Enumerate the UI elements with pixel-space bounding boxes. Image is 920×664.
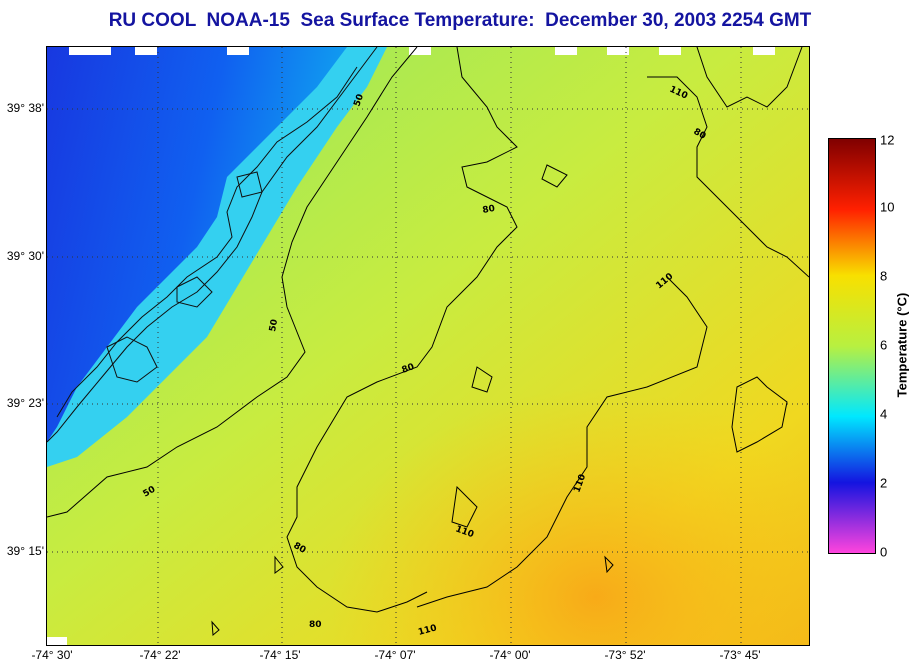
contour-label-50b: 50 <box>268 318 280 332</box>
temperature-colorbar <box>828 138 876 554</box>
sst-map-svg: 50 50 50 80 80 80 80 80 110 110 110 110 … <box>47 47 809 645</box>
lon-label-74-22: -74° 22' <box>139 648 181 662</box>
lat-label-39-38: 39° 38' <box>6 101 44 115</box>
sst-map[interactable]: 50 50 50 80 80 80 80 80 110 110 110 110 … <box>46 46 810 646</box>
colorbar-tick-12: 12 <box>880 132 895 148</box>
lon-label-74-07: -74° 07' <box>374 648 416 662</box>
colorbar-tick-6: 6 <box>880 337 888 353</box>
contour-label-110e: 110 <box>417 623 438 638</box>
lon-label-74-00: -74° 00' <box>489 648 531 662</box>
cold-land-region <box>47 47 347 442</box>
lat-label-39-23: 39° 23' <box>6 396 44 410</box>
missing-data-markers <box>47 47 775 645</box>
colorbar-tick-4: 4 <box>880 406 888 422</box>
lon-label-74-30: -74° 30' <box>31 648 73 662</box>
map-title: RU COOL NOAA-15 Sea Surface Temperature:… <box>108 10 812 31</box>
colorbar-tick-10: 10 <box>880 199 895 215</box>
marsh-islands <box>106 171 263 383</box>
colorbar-title: Temperature (°C) <box>894 292 910 398</box>
contour-label-80d: 80 <box>309 620 322 630</box>
graticule <box>47 47 809 645</box>
barrier-island-coastline <box>56 66 358 418</box>
colorbar-tick-2: 2 <box>880 475 888 491</box>
lat-label-39-30: 39° 30' <box>6 249 44 263</box>
contour-label-80a: 80 <box>482 204 496 216</box>
colorbar-tick-0: 0 <box>880 544 888 560</box>
lon-label-73-52: -73° 52' <box>604 648 646 662</box>
lat-label-39-15: 39° 15' <box>6 544 44 558</box>
contour-label-80b: 80 <box>401 362 416 376</box>
lon-label-73-45: -73° 45' <box>719 648 761 662</box>
colorbar-tick-8: 8 <box>880 268 888 284</box>
contour-lines <box>47 47 809 637</box>
lon-label-74-15: -74° 15' <box>259 648 301 662</box>
contour-label-50a: 50 <box>352 93 366 108</box>
coastline <box>47 47 378 443</box>
